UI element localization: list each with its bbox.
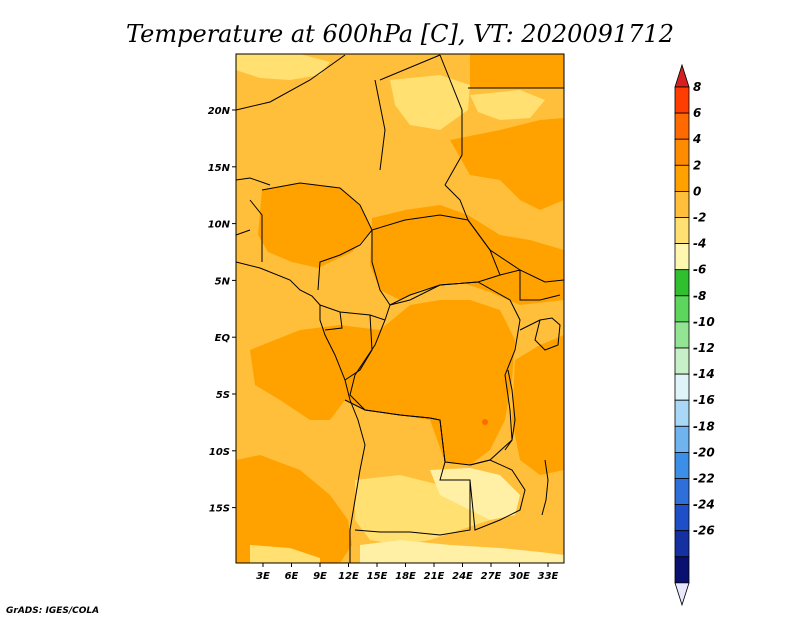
x-tick-label: 30E xyxy=(509,571,530,582)
colorbar-label: -18 xyxy=(693,419,715,433)
colorbar-segment xyxy=(674,321,690,349)
colorbar-segment xyxy=(674,86,690,114)
colorbar-label: -8 xyxy=(693,289,706,303)
zone-southwest-light xyxy=(250,545,320,563)
boundary-lake-tanganyika xyxy=(504,369,516,451)
colorbar-label: -6 xyxy=(693,263,706,277)
colorbar-label: -10 xyxy=(693,315,715,329)
warm-spot xyxy=(482,419,488,425)
colorbar-segment xyxy=(674,478,690,506)
colorbar-label: -26 xyxy=(693,524,715,538)
y-tick-label: 5N xyxy=(215,276,231,287)
colorbar-label: -22 xyxy=(693,472,715,486)
colorbar-segment xyxy=(674,451,690,479)
y-tick-label: 10S xyxy=(209,447,230,458)
y-tick-label: 15S xyxy=(209,504,230,515)
y-tick-label: 20N xyxy=(208,106,231,117)
temperature-colorbar: 8 6 4 2 0 -2 -4 -6 -8 -10 -12 -14 -16 -18 -20 -22 -24 -26 xyxy=(674,63,715,607)
colorbar-segment xyxy=(674,399,690,427)
colorbar-label: -16 xyxy=(693,393,715,407)
map-title: Temperature at 600hPa [C], VT: 202009171… xyxy=(126,20,674,48)
zone-east-north xyxy=(450,118,564,210)
y-tick-label: 15N xyxy=(208,163,231,174)
grads-credit: GrADS: IGES/COLA xyxy=(6,606,99,616)
zone-congo-basin xyxy=(250,300,515,465)
colorbar-label: 2 xyxy=(693,158,701,172)
x-tick-label: 3E xyxy=(256,571,270,582)
colorbar-segment xyxy=(674,164,690,192)
x-tick-label: 9E xyxy=(313,571,327,582)
zone-sahara-west xyxy=(236,54,330,80)
longitude-axis: 3E 6E 9E 12E 15E 18E 21E 24E 27E 30E 33E xyxy=(256,563,559,582)
colorbar-segment xyxy=(674,243,690,271)
colorbar-label: -20 xyxy=(693,445,715,459)
colorbar-segment xyxy=(674,138,690,166)
colorbar-segment xyxy=(674,425,690,453)
country-boundaries xyxy=(235,54,565,563)
zone-west-africa xyxy=(258,183,372,268)
x-tick-label: 12E xyxy=(338,571,359,582)
temperature-map: 3E 6E 9E 12E 15E 18E 21E 24E 27E 30E 33E 20N 15N 10N… xyxy=(208,53,565,582)
colorbar-segment xyxy=(674,347,690,375)
x-tick-label: 24E xyxy=(452,571,473,582)
boundary-zambia xyxy=(469,459,526,531)
colorbar-segment xyxy=(674,217,690,245)
colorbar-label: -2 xyxy=(693,211,706,225)
y-tick-label: 5S xyxy=(216,390,230,401)
colorbar-label: -4 xyxy=(693,237,706,251)
colorbar-label: -12 xyxy=(693,341,715,355)
y-tick-label: EQ xyxy=(215,333,231,344)
colorbar-label: 4 xyxy=(692,132,701,146)
boundary-angola xyxy=(344,399,471,536)
zone-sahara-east xyxy=(470,90,545,120)
cool-temperature-zones xyxy=(236,54,564,563)
colorbar-label: 8 xyxy=(693,80,701,94)
x-tick-label: 27E xyxy=(481,571,502,582)
boundary-lake-victoria xyxy=(534,317,561,351)
colorbar-segment xyxy=(674,504,690,532)
zone-central-band xyxy=(370,205,564,305)
x-tick-label: 15E xyxy=(367,571,388,582)
colorbar-lower-tip xyxy=(674,582,690,607)
zone-east-south xyxy=(512,335,564,475)
map-frame xyxy=(235,53,565,564)
x-tick-label: 21E xyxy=(424,571,445,582)
zone-northeast-top xyxy=(470,54,564,88)
colorbar-label: -14 xyxy=(693,367,715,381)
colorbar-segment xyxy=(674,556,690,584)
x-tick-label: 33E xyxy=(538,571,559,582)
zone-sahara-central xyxy=(390,75,470,130)
colorbar-segment xyxy=(674,190,690,218)
latitude-axis: 20N 15N 10N 5N EQ 5S 10S 15S xyxy=(208,106,236,515)
zone-zambia xyxy=(430,468,520,520)
colorbar-segment xyxy=(674,373,690,401)
y-tick-label: 10N xyxy=(208,220,231,231)
colorbar-label: 6 xyxy=(693,106,701,120)
colorbar-label: 0 xyxy=(693,184,701,198)
zone-southwest-coast xyxy=(236,455,352,563)
warm-temperature-zones xyxy=(236,54,564,563)
boundary-east xyxy=(499,269,561,331)
boundary-lake-malawi xyxy=(541,459,549,516)
boundary-sahara-lines xyxy=(235,54,463,186)
colorbar-segment xyxy=(674,269,690,297)
boundary-west-interior xyxy=(235,177,271,262)
colorbar-segment xyxy=(674,295,690,323)
colorbar-segment xyxy=(674,112,690,140)
x-tick-label: 18E xyxy=(395,571,416,582)
colorbar-upper-tip xyxy=(674,63,690,88)
boundary-coastline-west xyxy=(235,261,366,563)
zone-south-edge xyxy=(360,540,564,563)
colorbar-label: -24 xyxy=(693,498,715,512)
colorbar-segment xyxy=(674,530,690,558)
boundary-gabon-congo xyxy=(319,304,386,381)
x-tick-label: 6E xyxy=(285,571,299,582)
